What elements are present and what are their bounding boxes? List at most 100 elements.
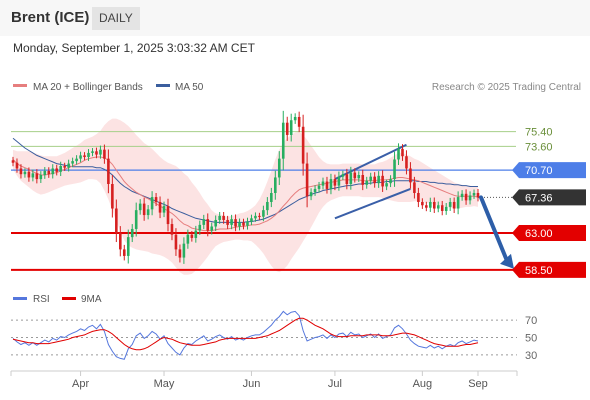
- candle: [270, 187, 273, 208]
- candle: [476, 189, 480, 202]
- ma20-legend-label: MA 20 + Bollinger Bands: [33, 82, 143, 93]
- candle-body: [198, 224, 202, 231]
- candles: [11, 110, 480, 264]
- candle: [150, 191, 154, 216]
- candle-body: [429, 201, 432, 208]
- rsi-ma-legend-swatch: [62, 297, 76, 300]
- candle-body: [91, 151, 94, 153]
- candle: [242, 218, 245, 230]
- candle-body: [274, 177, 277, 193]
- candle: [432, 197, 436, 214]
- price-tags: 75.40 73.60 70.70 67.36 63.00 58.50: [512, 127, 586, 278]
- candle-body: [51, 168, 55, 175]
- candle: [377, 171, 380, 188]
- candle: [321, 177, 325, 190]
- candle: [55, 164, 59, 176]
- x-tick-label: Aug: [413, 378, 433, 390]
- candle-body: [87, 152, 90, 158]
- price-tag-shape: [512, 162, 586, 179]
- candle-body: [83, 155, 86, 158]
- forecast-arrow-head: [500, 253, 514, 269]
- candle-body: [150, 197, 154, 210]
- candle-body: [182, 243, 186, 258]
- ma50-line: [12, 137, 478, 223]
- instrument-title: Brent (ICE): [11, 9, 90, 26]
- candle-body: [11, 160, 15, 163]
- candle: [218, 211, 221, 224]
- candle: [214, 215, 217, 231]
- candle-body: [138, 203, 142, 211]
- candle-body: [361, 175, 365, 185]
- candle: [369, 172, 372, 185]
- candle: [23, 168, 27, 178]
- bollinger-band-area: [13, 118, 478, 275]
- candle-body: [305, 163, 309, 197]
- candle-body: [377, 175, 380, 184]
- candle-body: [321, 181, 325, 186]
- candle-body: [313, 188, 317, 193]
- rsi-ma-legend-label: 9MA: [81, 294, 102, 305]
- candle-body: [409, 168, 412, 183]
- candle: [246, 217, 249, 230]
- price-levels: [11, 131, 516, 271]
- candle: [43, 167, 47, 179]
- candle-body: [329, 179, 333, 189]
- candle: [166, 198, 170, 232]
- candle-body: [55, 168, 59, 172]
- candle: [337, 171, 341, 191]
- candle-body: [397, 148, 400, 160]
- candle: [182, 237, 186, 264]
- candle-body: [230, 219, 233, 225]
- candle: [234, 214, 237, 232]
- candle-body: [281, 122, 285, 159]
- candle-body: [154, 197, 158, 202]
- candle-body: [79, 155, 82, 159]
- x-tick-label: Sep: [468, 378, 488, 390]
- candle-body: [71, 161, 74, 164]
- candle-body: [452, 201, 456, 209]
- candle-body: [277, 158, 281, 178]
- research-credit: Research © 2025 Trading Central: [432, 82, 581, 93]
- candle-body: [476, 192, 480, 198]
- rsi-ma-line: [12, 317, 479, 351]
- interval-badge[interactable]: DAILY: [92, 7, 140, 30]
- candle: [313, 185, 317, 196]
- candle-body: [75, 158, 78, 162]
- candle-body: [226, 219, 229, 225]
- candle: [130, 224, 134, 243]
- candle-body: [15, 162, 19, 169]
- candle-body: [421, 201, 424, 206]
- candle-body: [194, 230, 198, 238]
- candle: [170, 218, 174, 241]
- candle-body: [460, 193, 464, 198]
- candle: [19, 164, 23, 179]
- candle-body: [27, 171, 31, 178]
- rsi-tick-50: 50: [525, 333, 537, 345]
- ma50-legend-swatch: [156, 84, 170, 87]
- candle: [103, 144, 106, 164]
- candle: [95, 147, 98, 159]
- candle: [99, 145, 102, 159]
- candle: [226, 215, 229, 229]
- candle: [266, 197, 269, 216]
- candle: [281, 110, 285, 171]
- candle-body: [63, 166, 66, 168]
- candle-body: [39, 175, 43, 180]
- candle: [174, 228, 178, 256]
- candle-body: [254, 215, 257, 219]
- candle: [357, 171, 361, 182]
- candle-body: [115, 208, 118, 234]
- candle-body: [134, 210, 138, 229]
- rsi-tick-30: 30: [525, 350, 537, 362]
- candle: [194, 225, 198, 243]
- candle-body: [190, 234, 194, 238]
- price-tag-text: 63.00: [525, 228, 553, 240]
- candle: [186, 229, 190, 249]
- price-tag-text: 70.70: [525, 165, 553, 177]
- candle: [202, 214, 206, 230]
- candle-body: [369, 176, 372, 181]
- candle-body: [130, 228, 134, 238]
- candle: [373, 172, 376, 188]
- candle: [309, 188, 313, 201]
